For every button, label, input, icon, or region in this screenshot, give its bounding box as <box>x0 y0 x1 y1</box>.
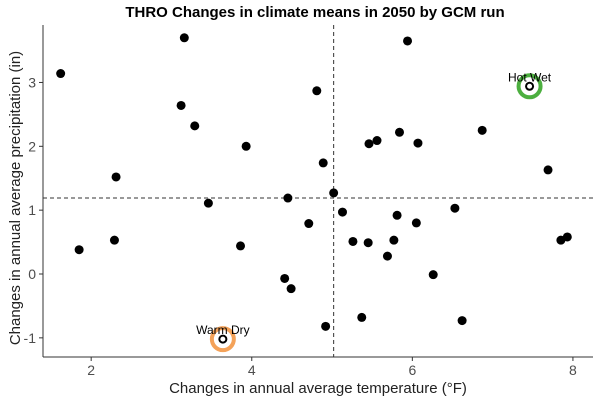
data-point <box>364 139 374 149</box>
data-point <box>109 235 119 245</box>
y-axis-label: Changes in annual average precipitation … <box>7 51 24 345</box>
data-point <box>179 33 189 43</box>
x-tick-label: 6 <box>408 362 416 378</box>
data-point <box>304 219 314 229</box>
annotation-marker <box>220 336 226 342</box>
data-point <box>382 251 392 261</box>
data-point <box>394 127 404 137</box>
data-point <box>176 100 186 110</box>
annotation-ring <box>516 73 543 100</box>
annotation-marker <box>527 83 533 89</box>
data-point <box>411 218 421 228</box>
data-point <box>562 232 572 242</box>
data-point <box>428 270 438 280</box>
data-point <box>337 207 347 217</box>
data-point <box>203 198 213 208</box>
data-point <box>283 193 293 203</box>
data-point <box>357 312 367 322</box>
annotation-ring <box>209 326 236 353</box>
y-tick-label: 2 <box>28 138 36 154</box>
data-point <box>56 69 66 79</box>
data-point <box>348 236 358 246</box>
data-point <box>280 273 290 283</box>
data-point <box>321 321 331 331</box>
data-point <box>457 316 467 326</box>
data-point <box>403 36 413 46</box>
data-point <box>74 245 84 255</box>
data-point <box>389 235 399 245</box>
data-point <box>111 172 121 182</box>
data-point <box>312 86 322 96</box>
data-point <box>413 138 423 148</box>
data-point <box>318 158 328 168</box>
data-point <box>329 188 339 198</box>
annotation-label: Hot Wet <box>508 70 552 84</box>
x-tick-label: 8 <box>569 362 577 378</box>
y-tick-label: 0 <box>28 266 36 282</box>
chart-title: THRO Changes in climate means in 2050 by… <box>125 4 504 21</box>
y-tick-label: 1 <box>28 202 36 218</box>
annotation-label: Warm Dry <box>196 323 250 337</box>
data-point <box>236 241 246 251</box>
data-point <box>477 125 487 135</box>
data-point <box>241 141 251 151</box>
data-point <box>543 165 553 175</box>
x-axis-label: Changes in annual average temperature (°… <box>169 380 467 397</box>
x-tick-label: 2 <box>87 362 95 378</box>
data-point <box>363 238 373 248</box>
data-point <box>286 284 296 294</box>
y-tick-label: -1 <box>24 330 37 346</box>
plot-area: 2 4 6 8 -1 0 1 2 3 Warm Dry Hot Wet <box>24 25 593 378</box>
data-point <box>392 210 402 220</box>
x-tick-label: 4 <box>248 362 256 378</box>
data-point <box>190 121 200 131</box>
data-point <box>450 203 460 213</box>
data-point <box>372 136 382 146</box>
y-tick-label: 3 <box>28 74 36 90</box>
